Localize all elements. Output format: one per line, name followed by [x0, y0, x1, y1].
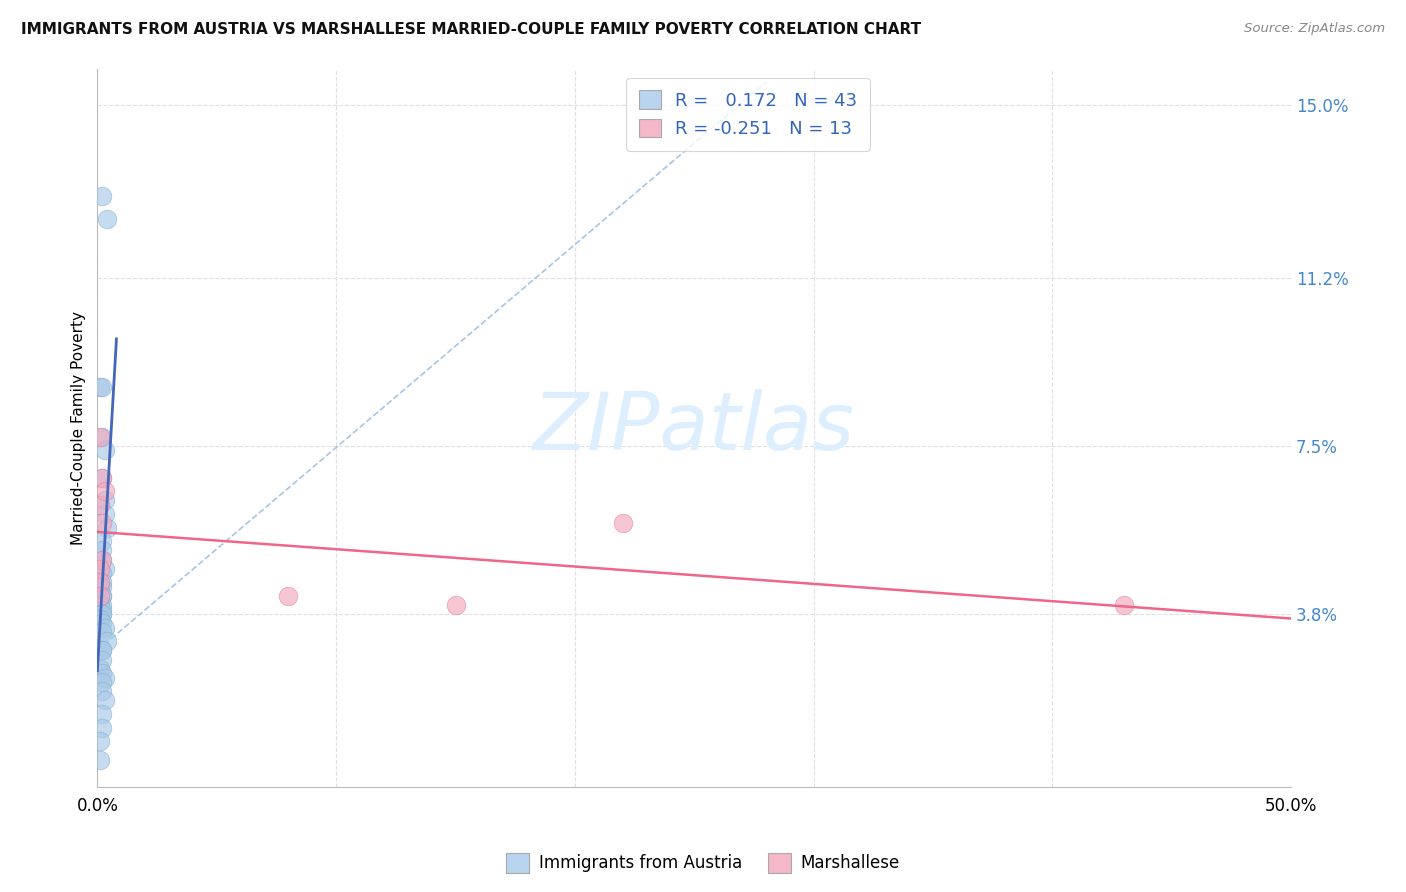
Point: [91, 580, 114, 594]
Point: [93, 484, 115, 499]
Point: [91, 516, 114, 530]
Point: [91, 675, 114, 690]
Point: [91, 607, 114, 621]
Point: [91, 552, 114, 566]
Point: [96, 634, 118, 648]
Point: [91, 625, 114, 640]
Point: [91, 607, 114, 621]
Point: [96, 521, 118, 535]
Point: [91, 552, 114, 566]
Point: [91, 534, 114, 549]
Point: [91, 652, 114, 666]
Point: [89, 598, 111, 612]
Point: [89, 753, 111, 767]
Point: [93, 671, 115, 685]
Point: [91, 721, 114, 735]
Point: [91, 643, 114, 657]
Text: Source: ZipAtlas.com: Source: ZipAtlas.com: [1244, 22, 1385, 36]
Point: [93, 561, 115, 575]
Point: [91, 471, 114, 485]
Point: [444, 598, 467, 612]
Point: [89, 580, 111, 594]
Point: [91, 643, 114, 657]
Point: [91, 543, 114, 558]
Point: [93, 443, 115, 458]
Point: [1112, 598, 1135, 612]
Point: [89, 734, 111, 748]
Point: [91, 430, 114, 444]
Point: [277, 589, 299, 603]
Text: IMMIGRANTS FROM AUSTRIA VS MARSHALLESE MARRIED-COUPLE FAMILY POVERTY CORRELATION: IMMIGRANTS FROM AUSTRIA VS MARSHALLESE M…: [21, 22, 921, 37]
Point: [89, 380, 111, 394]
Point: [89, 561, 111, 575]
Point: [91, 589, 114, 603]
Y-axis label: Married-Couple Family Poverty: Married-Couple Family Poverty: [72, 310, 86, 545]
Point: [89, 589, 111, 603]
Point: [91, 598, 114, 612]
Point: [93, 621, 115, 635]
Point: [93, 493, 115, 508]
Point: [91, 589, 114, 603]
Point: [91, 380, 114, 394]
Point: [89, 498, 111, 512]
Point: [91, 575, 114, 590]
Point: [91, 471, 114, 485]
Legend: R =   0.172   N = 43, R = -0.251   N = 13: R = 0.172 N = 43, R = -0.251 N = 13: [626, 78, 870, 151]
Point: [91, 666, 114, 681]
Point: [91, 616, 114, 631]
Point: [89, 575, 111, 590]
Text: ZIPatlas: ZIPatlas: [533, 389, 855, 467]
Point: [91, 602, 114, 616]
Point: [91, 684, 114, 698]
Point: [91, 189, 114, 203]
Point: [91, 566, 114, 581]
Point: [89, 662, 111, 676]
Point: [89, 612, 111, 626]
Point: [91, 707, 114, 722]
Point: [96, 211, 118, 226]
Point: [89, 430, 111, 444]
Point: [93, 693, 115, 707]
Point: [612, 516, 634, 530]
Legend: Immigrants from Austria, Marshallese: Immigrants from Austria, Marshallese: [499, 847, 907, 880]
Point: [93, 507, 115, 521]
